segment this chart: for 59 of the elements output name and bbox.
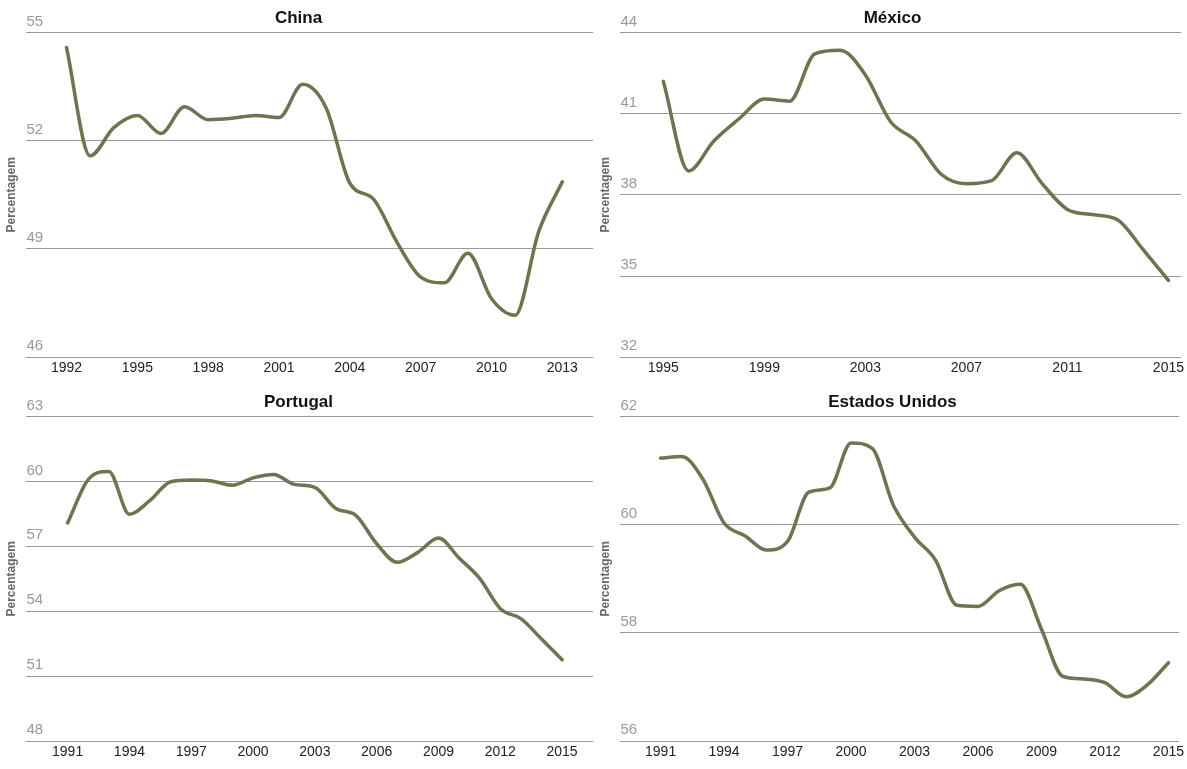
y-tick-label: 41 <box>620 92 638 110</box>
x-tick-label: 1999 <box>748 359 781 376</box>
x-tick-label: 2015 <box>1152 743 1185 760</box>
x-tick-label: 1997 <box>175 743 208 760</box>
x-tick-label: 1991 <box>52 743 84 760</box>
y-axis-title: Percentagem <box>3 541 18 617</box>
x-tick-label: 1994 <box>708 743 740 760</box>
x-tick-label: 1992 <box>50 359 83 376</box>
x-tick-label: 1995 <box>121 359 154 376</box>
x-tick-label: 2006 <box>361 743 393 760</box>
y-tick-label: 48 <box>26 720 44 738</box>
y-tick-label: 56 <box>620 720 638 738</box>
x-tick-label: 2003 <box>898 743 931 760</box>
y-tick-label: 38 <box>620 173 638 191</box>
x-tick-label: 2007 <box>405 359 437 376</box>
x-tick-label: 2009 <box>422 743 455 760</box>
x-tick-label: 2012 <box>1089 743 1121 760</box>
y-tick-label: 54 <box>26 590 44 608</box>
x-tick-label: 2000 <box>237 743 269 760</box>
x-tick-label: 2003 <box>299 743 331 760</box>
x-tick-label: 2007 <box>950 359 983 376</box>
chart-title: China <box>274 7 323 27</box>
y-tick-label: 46 <box>26 336 44 354</box>
x-tick-label: 2000 <box>835 743 867 760</box>
x-tick-label: 1997 <box>771 743 804 760</box>
x-tick-label: 2001 <box>263 359 295 376</box>
x-tick-label: 1995 <box>647 359 680 376</box>
x-tick-label: 2003 <box>849 359 882 376</box>
y-tick-label: 35 <box>620 255 638 273</box>
y-tick-label: 52 <box>26 119 44 137</box>
y-tick-label: 58 <box>620 612 638 630</box>
y-tick-label: 44 <box>620 11 638 29</box>
x-tick-label: 2015 <box>546 743 578 760</box>
x-tick-label: 2010 <box>475 359 508 376</box>
x-tick-label: 1991 <box>645 743 677 760</box>
y-tick-label: 57 <box>26 525 44 543</box>
x-tick-label: 1994 <box>113 743 146 760</box>
x-tick-label: 2012 <box>484 743 517 760</box>
x-tick-label: 2011 <box>1052 359 1083 376</box>
x-tick-label: 2006 <box>962 743 994 760</box>
y-axis-title: Percentagem <box>597 541 612 617</box>
y-tick-label: 32 <box>620 336 638 354</box>
y-tick-label: 51 <box>26 655 44 673</box>
chart-title: México <box>863 7 922 27</box>
x-tick-label: 1998 <box>192 359 224 376</box>
x-tick-label: 2013 <box>546 359 579 376</box>
x-tick-label: 2015 <box>1152 359 1185 376</box>
x-tick-label: 2004 <box>334 359 366 376</box>
x-tick-label: 2009 <box>1025 743 1058 760</box>
y-tick-label: 49 <box>26 228 44 246</box>
y-axis-title: Percentagem <box>3 157 18 233</box>
chart-title: Estados Unidos <box>828 391 957 411</box>
chart-title: Portugal <box>264 391 333 411</box>
y-tick-label: 63 <box>26 395 44 413</box>
y-tick-label: 55 <box>26 11 44 29</box>
y-tick-label: 62 <box>620 395 638 413</box>
y-axis-title: Percentagem <box>597 157 612 233</box>
y-tick-label: 60 <box>26 460 44 478</box>
y-tick-label: 60 <box>620 503 638 521</box>
